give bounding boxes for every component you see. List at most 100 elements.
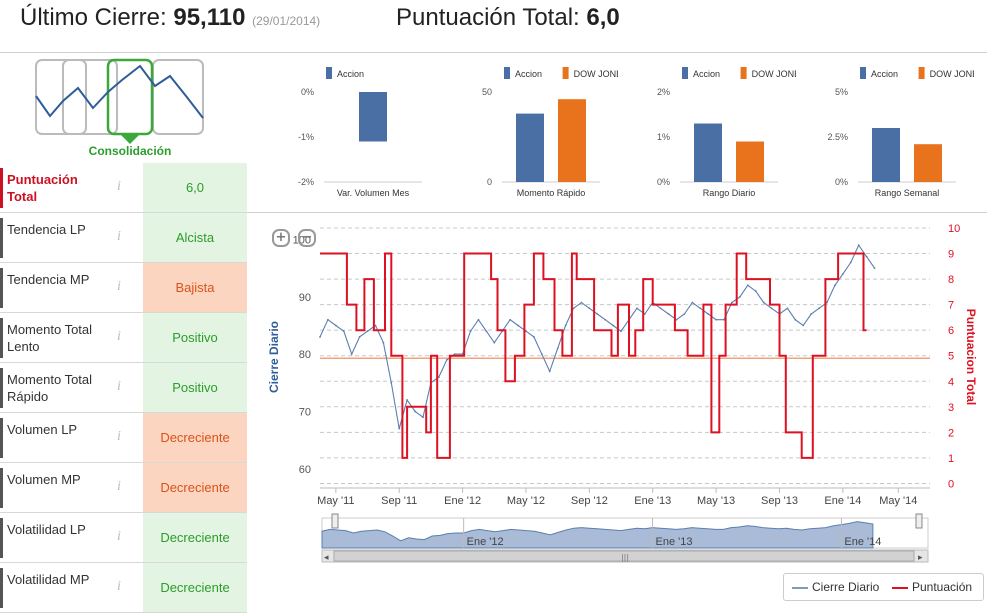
price-point — [810, 313, 812, 315]
y-tick-label: 60 — [299, 464, 311, 476]
y2-tick-label: 8 — [948, 274, 954, 286]
info-icon[interactable]: i — [117, 479, 127, 495]
mini-chart-title: Rango Semanal — [875, 188, 940, 198]
x-tick-label: Ene '13 — [634, 495, 671, 507]
price-point — [787, 307, 789, 309]
indicator-row-trend-lp: Tendencia LP i Alcista — [0, 213, 247, 263]
x-tick-label: Ene '14 — [824, 495, 861, 507]
price-point — [446, 359, 448, 361]
y-axis-title: Cierre Diario — [267, 321, 281, 393]
legend-swatch-1 — [919, 67, 925, 79]
indicator-value: Bajista — [143, 263, 247, 312]
mini-chart-title: Momento Rápido — [517, 188, 586, 198]
info-icon[interactable]: i — [117, 229, 127, 245]
total-score-value: 6,0 — [586, 4, 619, 31]
y2-tick-label: 6 — [948, 325, 954, 337]
y2-tick-label: 7 — [948, 300, 954, 312]
info-icon[interactable]: i — [117, 329, 127, 345]
price-point — [588, 307, 590, 309]
price-point — [509, 319, 511, 321]
navigator-handle-left — [332, 514, 338, 528]
pattern-frame-selected — [108, 60, 152, 134]
indicator-list: Puntuación Total i 6,0 Tendencia LP i Al… — [0, 163, 247, 613]
mini-chart-title: Rango Diario — [703, 188, 756, 198]
pattern-frame-4 — [153, 60, 203, 134]
info-icon[interactable]: i — [117, 279, 127, 295]
mini-chart-volume-change: Accion 0% -1% -2% Var. Volumen Mes — [262, 58, 440, 204]
indicator-value: 6,0 — [143, 163, 247, 212]
price-point — [581, 302, 583, 304]
indicator-name: Tendencia LP — [7, 221, 107, 238]
pattern-label: Consolidación — [30, 144, 230, 158]
section-divider — [247, 212, 987, 213]
y-tick-label: 50 — [482, 87, 492, 97]
legend-item-score[interactable]: Puntuación — [892, 580, 972, 594]
x-tick-label: Sep '13 — [761, 495, 798, 507]
legend-item-close[interactable]: Cierre Diario — [792, 580, 879, 594]
price-point — [406, 399, 408, 401]
price-point — [802, 325, 804, 327]
navigator-tick-label: Ene '12 — [467, 536, 504, 548]
price-point — [739, 296, 741, 298]
last-close-value: 95,110 — [173, 4, 245, 31]
zoom-in-icon[interactable]: + — [272, 229, 290, 247]
price-point — [557, 348, 559, 350]
legend-swatch-0 — [326, 67, 332, 79]
legend-label-0: Accion — [337, 69, 364, 79]
price-point — [874, 267, 876, 269]
info-icon[interactable]: i — [117, 179, 127, 195]
legend-label-1: DOW JONES — [574, 69, 618, 79]
zoom-out-icon[interactable]: − — [298, 229, 316, 247]
bar-dow-jones — [558, 99, 586, 182]
indicator-name: Momento Total Rápido — [7, 371, 107, 405]
price-point — [731, 302, 733, 304]
price-point — [668, 313, 670, 315]
mini-chart-daily-range: Accion DOW JONES 2% 1% 0% Rango Diario — [618, 58, 796, 204]
price-point — [565, 325, 567, 327]
x-tick-label: May '11 — [317, 495, 354, 507]
pattern-pointer-icon — [120, 134, 140, 144]
price-point — [596, 313, 598, 315]
y2-tick-label: 4 — [948, 376, 954, 388]
legend-label-0: Accion — [515, 69, 542, 79]
y-tick-label: 0% — [301, 87, 314, 97]
price-point — [604, 319, 606, 321]
x-tick-label: Ene '12 — [444, 495, 481, 507]
price-point — [834, 284, 836, 286]
info-icon[interactable]: i — [117, 379, 127, 395]
y-tick-label: -1% — [298, 132, 314, 142]
info-icon[interactable]: i — [117, 429, 127, 445]
pattern-frame-1 — [36, 60, 86, 134]
total-score: Puntuación Total: 6,0 — [396, 4, 620, 32]
price-point — [771, 307, 773, 309]
navigator-handle-right — [916, 514, 922, 528]
x-tick-label: Sep '11 — [381, 495, 417, 507]
price-point — [533, 336, 535, 338]
price-point — [691, 302, 693, 304]
y2-tick-label: 0 — [948, 478, 954, 490]
legend-swatch-1 — [563, 67, 569, 79]
info-icon[interactable]: i — [117, 529, 127, 545]
y-tick-label: 0 — [487, 177, 492, 187]
price-point — [319, 336, 321, 338]
price-point — [660, 307, 662, 309]
bar-dow-jones — [914, 144, 942, 182]
indicator-name: Tendencia MP — [7, 271, 107, 288]
indicator-row-trend-mp: Tendencia MP i Bajista — [0, 263, 247, 313]
indicator-value: Decreciente — [143, 563, 247, 612]
price-point — [398, 428, 400, 430]
legend-label-1: DOW JONES — [752, 69, 796, 79]
y2-tick-label: 1 — [948, 453, 954, 465]
bar-accion — [516, 114, 544, 182]
scroll-grip-icon: ||| — [621, 553, 629, 562]
price-point — [382, 342, 384, 344]
info-icon[interactable]: i — [117, 579, 127, 595]
price-point — [359, 336, 361, 338]
row-marker — [0, 218, 3, 258]
price-point — [438, 376, 440, 378]
indicator-row-momentum-slow: Momento Total Lento i Positivo — [0, 313, 247, 363]
price-point — [343, 330, 345, 332]
row-marker — [0, 318, 3, 358]
row-marker — [0, 418, 3, 458]
price-point — [517, 325, 519, 327]
